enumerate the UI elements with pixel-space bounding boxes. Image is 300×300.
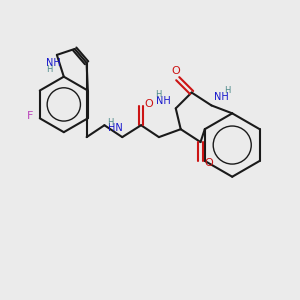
Text: HN: HN xyxy=(108,123,123,133)
Text: NH: NH xyxy=(214,92,229,103)
Text: O: O xyxy=(145,99,153,110)
Text: H: H xyxy=(224,86,230,95)
Text: F: F xyxy=(27,111,33,121)
Text: H: H xyxy=(107,118,114,127)
Text: O: O xyxy=(204,158,213,168)
Text: NH: NH xyxy=(46,58,60,68)
Text: NH: NH xyxy=(157,97,171,106)
Text: H: H xyxy=(155,90,161,99)
Text: O: O xyxy=(171,66,180,76)
Text: H: H xyxy=(46,65,52,74)
